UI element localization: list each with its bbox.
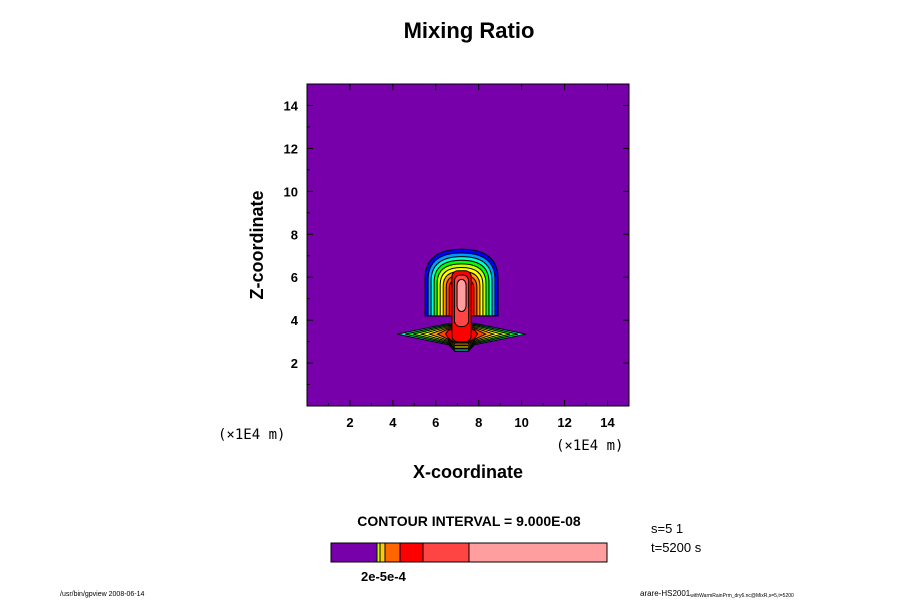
colorbar-segment (330, 542, 378, 563)
info-s: s=5 1 (651, 521, 683, 536)
colorbar-segment (379, 542, 386, 563)
y-tick-label: 14 (284, 98, 299, 113)
y-tick-label: 12 (284, 141, 298, 156)
plot-frame (306, 83, 630, 407)
colorbar-segment (384, 542, 401, 563)
x-tick-label: 8 (475, 415, 482, 430)
contour-interval-label: CONTOUR INTERVAL = 9.000E-08 (357, 513, 581, 529)
y-tick-label: 10 (284, 184, 298, 199)
contour-fill (456, 278, 467, 313)
colorbar (330, 542, 608, 563)
x-tick-label: 4 (389, 415, 397, 430)
footer-right-sub: withWarmRainPrm_dry6.nc@MixR,s=5,t=5200 (690, 593, 794, 599)
y-tick-label: 8 (291, 227, 298, 242)
y-tick-label: 4 (291, 313, 299, 328)
contour-level (456, 278, 467, 313)
colorbar-label: 2e-5e-4 (361, 569, 407, 584)
y-unit-label: (×1E4 m) (218, 427, 285, 443)
colorbar-segment (422, 542, 470, 563)
plot-background (307, 84, 629, 406)
axes: 2 4 6 8 10 12 14 2 4 6 8 10 12 14 (284, 84, 629, 430)
colorbar-segment (468, 542, 608, 563)
colorbar-segment (399, 542, 424, 563)
x-unit-label: (×1E4 m) (556, 438, 623, 454)
y-tick-label: 2 (291, 356, 298, 371)
y-axis-label: Z-coordinate (247, 190, 267, 299)
x-tick-label: 6 (432, 415, 439, 430)
footer-left: /usr/bin/gpview 2008-06-14 (60, 591, 145, 598)
footer-right-main: arare-HS2001 (640, 589, 691, 598)
chart-title: Mixing Ratio (404, 18, 535, 43)
x-tick-label: 12 (557, 415, 571, 430)
x-tick-label: 14 (600, 415, 615, 430)
plot-area (306, 83, 630, 407)
info-t: t=5200 s (651, 540, 702, 555)
footer-right: arare-HS2001withWarmRainPrm_dry6.nc@MixR… (640, 589, 794, 599)
x-tick-label: 2 (346, 415, 353, 430)
x-tick-label: 10 (514, 415, 528, 430)
y-tick-label: 6 (291, 270, 298, 285)
x-axis-label: X-coordinate (413, 462, 523, 482)
